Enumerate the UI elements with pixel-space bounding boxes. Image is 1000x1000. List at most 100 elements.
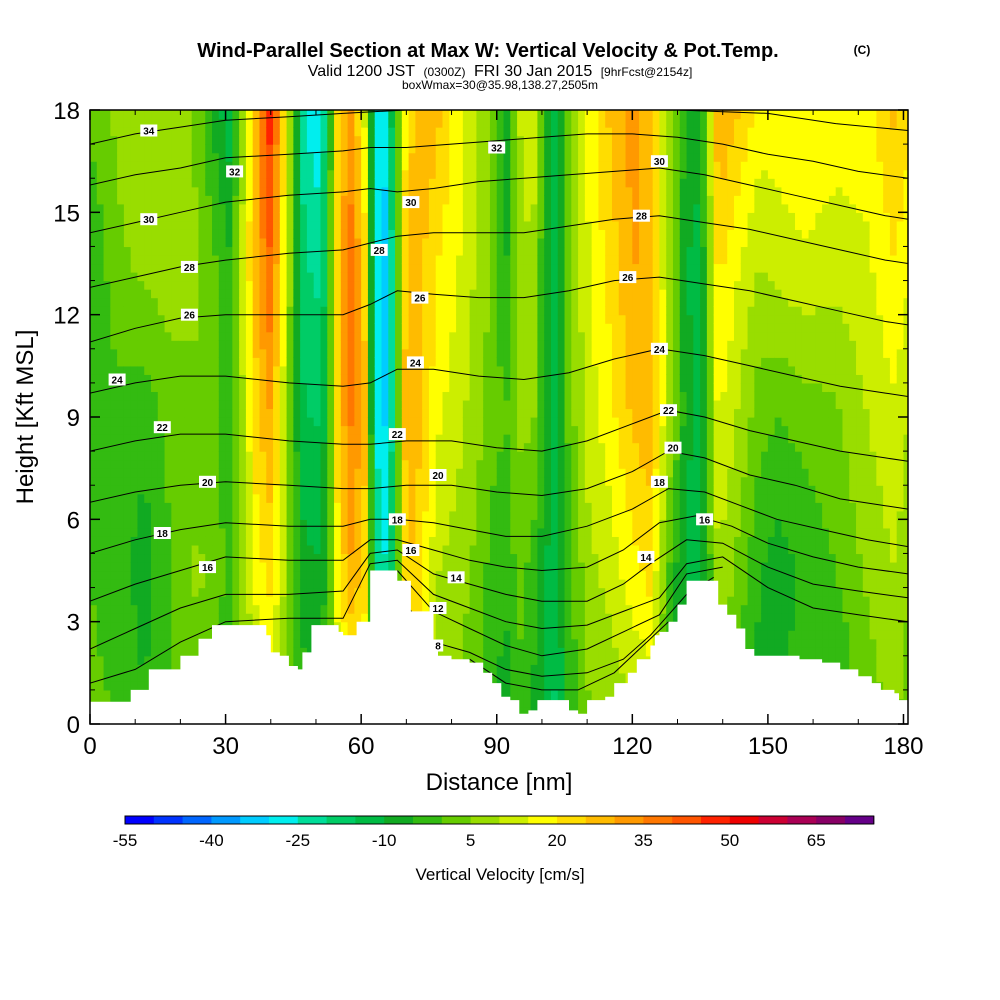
velocity-cell: [449, 220, 457, 230]
velocity-cell: [442, 647, 450, 657]
velocity-cell: [381, 391, 389, 401]
velocity-cell: [151, 621, 159, 631]
velocity-cell: [279, 374, 288, 384]
velocity-cell: [279, 442, 288, 452]
velocity-cell: [476, 135, 484, 145]
velocity-cell: [537, 186, 545, 196]
velocity-cell: [151, 289, 159, 299]
velocity-cell: [198, 178, 206, 188]
velocity-cell: [96, 374, 105, 384]
velocity-cell: [164, 272, 172, 282]
velocity-cell: [361, 417, 369, 427]
velocity-cell: [286, 237, 294, 248]
velocity-cell: [239, 365, 247, 375]
velocity-cell: [523, 417, 532, 427]
velocity-cell: [286, 417, 294, 427]
velocity-cell: [401, 161, 410, 171]
velocity-cell: [137, 672, 145, 682]
velocity-cell: [388, 391, 396, 401]
velocity-cell: [313, 280, 322, 290]
velocity-cell: [395, 493, 403, 503]
velocity-cell: [130, 110, 139, 120]
velocity-cell: [110, 664, 118, 674]
velocity-cell: [550, 161, 559, 171]
velocity-cell: [96, 297, 105, 307]
velocity-cell: [496, 468, 505, 478]
velocity-cell: [273, 587, 281, 597]
velocity-cell: [537, 536, 545, 546]
velocity-cell: [103, 459, 111, 469]
velocity-cell: [544, 272, 552, 282]
velocity-cell: [327, 297, 335, 307]
velocity-cell: [415, 314, 423, 324]
velocity-cell: [157, 604, 166, 614]
velocity-cell: [245, 493, 254, 503]
velocity-cell: [144, 203, 152, 213]
velocity-cell: [449, 152, 457, 162]
velocity-cell: [178, 391, 186, 401]
velocity-cell: [96, 110, 105, 120]
velocity-cell: [537, 451, 545, 461]
velocity-cell: [300, 229, 308, 239]
velocity-cell: [537, 212, 545, 222]
velocity-cell: [428, 510, 437, 520]
velocity-cell: [510, 689, 518, 700]
velocity-cell: [103, 348, 111, 358]
velocity-cell: [530, 118, 539, 128]
velocity-cell: [117, 169, 125, 179]
velocity-cell: [191, 127, 200, 137]
velocity-cell: [517, 391, 525, 401]
velocity-cell: [550, 485, 559, 495]
velocity-cell: [117, 553, 125, 563]
velocity-cell: [415, 382, 423, 393]
velocity-cell: [469, 519, 477, 529]
velocity-cell: [517, 152, 525, 162]
velocity-cell: [144, 579, 152, 589]
velocity-cell: [266, 459, 274, 469]
velocity-cell: [96, 229, 105, 239]
velocity-cell: [354, 169, 362, 179]
velocity-cell: [184, 399, 193, 410]
velocity-cell: [184, 178, 193, 188]
velocity-cell: [286, 357, 294, 367]
velocity-cell: [286, 408, 294, 418]
velocity-cell: [191, 382, 200, 393]
velocity-cell: [456, 144, 464, 154]
velocity-cell: [510, 399, 518, 410]
velocity-cell: [137, 502, 145, 512]
velocity-cell: [286, 382, 294, 393]
velocity-cell: [442, 280, 450, 290]
velocity-cell: [218, 203, 227, 213]
velocity-cell: [320, 468, 328, 478]
velocity-cell: [137, 417, 145, 427]
velocity-cell: [483, 553, 491, 563]
velocity-cell: [381, 152, 389, 162]
velocity-cell: [347, 596, 355, 606]
velocity-cell: [354, 442, 362, 452]
velocity-cell: [476, 254, 484, 265]
velocity-cell: [184, 229, 193, 239]
velocity-cell: [489, 613, 498, 623]
velocity-cell: [117, 510, 125, 520]
velocity-cell: [212, 527, 220, 537]
velocity-cell: [374, 553, 383, 563]
velocity-cell: [347, 536, 355, 546]
velocity-cell: [327, 374, 335, 384]
velocity-cell: [225, 306, 233, 316]
velocity-cell: [340, 280, 349, 290]
velocity-cell: [90, 417, 98, 427]
velocity-cell: [157, 263, 166, 273]
velocity-cell: [144, 289, 152, 299]
velocity-cell: [218, 374, 227, 384]
velocity-cell: [557, 681, 566, 691]
velocity-cell: [415, 365, 423, 375]
velocity-cell: [151, 587, 159, 597]
velocity-cell: [428, 186, 437, 196]
velocity-cell: [517, 706, 525, 717]
velocity-cell: [395, 169, 403, 179]
velocity-cell: [415, 604, 423, 614]
velocity-cell: [496, 502, 505, 512]
velocity-cell: [293, 527, 301, 537]
velocity-cell: [544, 519, 552, 529]
velocity-cell: [266, 510, 274, 520]
